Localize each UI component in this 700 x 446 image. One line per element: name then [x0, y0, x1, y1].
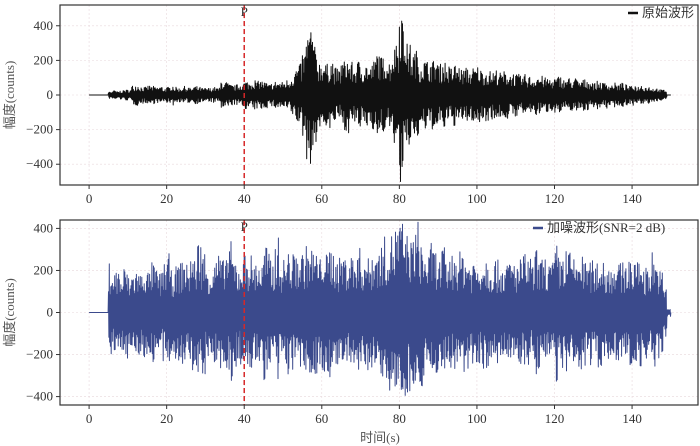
y-tick-label: −200	[26, 347, 53, 362]
x-axis-label: 时间(s)	[360, 430, 400, 445]
original-waveform-panel: 0 20 40 60 80 100 120 140 −400 −200 0 200 400 幅度(coun…	[2, 4, 699, 206]
legend-label: 加噪波形(SNR=2 dB)	[547, 220, 665, 235]
y-tick-label: 0	[47, 87, 54, 102]
y-tick-label: 400	[34, 220, 54, 235]
x-tick-label: 80	[393, 191, 406, 206]
y-tick-label: 200	[34, 262, 54, 277]
x-tick-label: 100	[467, 411, 487, 426]
y-axis-label: 幅度(counts)	[2, 278, 17, 347]
noisy-waveform-panel: 0 20 40 60 80 100 120 140 −400 −200 0 200 400 幅度(coun…	[2, 219, 699, 426]
x-tick-label: 40	[238, 191, 251, 206]
x-tick-label: 20	[160, 411, 173, 426]
y-tick-label: 200	[34, 52, 54, 67]
x-tick-label: 40	[238, 411, 251, 426]
x-tick-label: 20	[160, 191, 173, 206]
y-tick-label: −400	[26, 156, 53, 171]
x-tick-label: 140	[622, 411, 642, 426]
p-arrival-label: P	[241, 4, 248, 19]
legend-label: 原始波形	[642, 5, 694, 20]
y-axis-label: 幅度(counts)	[2, 61, 17, 130]
y-tick-label: 0	[47, 305, 54, 320]
y-tick-label: −400	[26, 389, 53, 404]
x-tick-label: 120	[545, 191, 565, 206]
x-tick-label: 140	[622, 191, 642, 206]
x-tick-label: 60	[315, 411, 328, 426]
waveform-series-line	[88, 221, 672, 396]
p-arrival-label: P	[241, 219, 248, 234]
x-tick-label: 0	[86, 411, 93, 426]
waveform-series-line	[88, 20, 671, 182]
x-tick-label: 60	[315, 191, 328, 206]
plot-frame	[59, 219, 699, 406]
x-tick-label: 120	[545, 411, 565, 426]
y-tick-label: 400	[34, 18, 54, 33]
x-tick-label: 100	[467, 191, 487, 206]
y-tick-label: −200	[26, 122, 53, 137]
plot-frame	[59, 4, 699, 186]
x-tick-label: 0	[86, 191, 93, 206]
x-tick-label: 80	[393, 411, 406, 426]
